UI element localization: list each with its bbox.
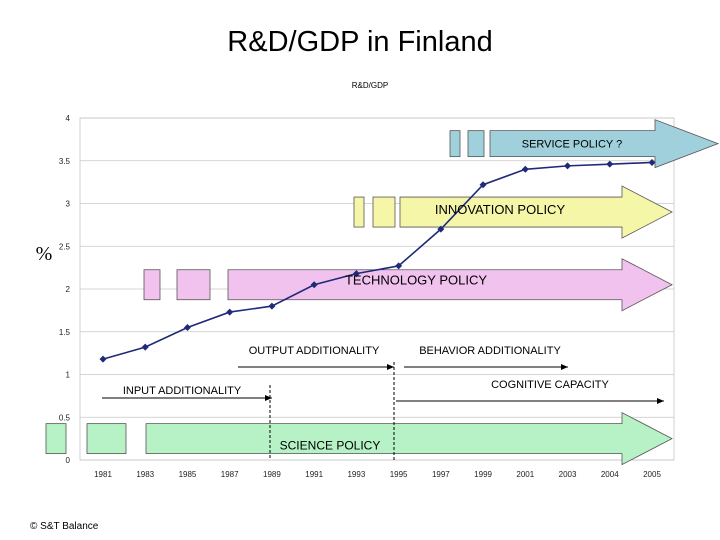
policy-arrow bbox=[227, 258, 673, 312]
data-point bbox=[564, 162, 572, 170]
y-tick-label: 2 bbox=[66, 285, 71, 294]
data-point bbox=[437, 225, 445, 233]
policy-box bbox=[176, 269, 211, 301]
policy-box bbox=[372, 196, 396, 228]
y-tick-label: 0 bbox=[66, 456, 71, 465]
x-tick-label: 1997 bbox=[432, 470, 450, 479]
x-tick-label: 2003 bbox=[559, 470, 577, 479]
annotation-label: OUTPUT ADDITIONALITY bbox=[249, 345, 380, 357]
slide-title: R&D/GDP in Finland bbox=[227, 26, 493, 58]
series-line bbox=[102, 161, 653, 360]
data-point bbox=[648, 158, 656, 166]
policy-box bbox=[449, 130, 461, 158]
y-tick-label: 2.5 bbox=[59, 242, 71, 251]
y-tick-label: 3.5 bbox=[59, 157, 71, 166]
policy-box bbox=[86, 423, 127, 455]
data-point bbox=[226, 308, 234, 316]
x-tick-label: 1983 bbox=[136, 470, 154, 479]
data-point bbox=[99, 355, 107, 363]
data-point bbox=[395, 262, 403, 270]
x-tick-label: 1981 bbox=[94, 470, 112, 479]
policy-box bbox=[143, 269, 161, 301]
x-tick-label: 1993 bbox=[347, 470, 365, 479]
x-tick-label: 1985 bbox=[179, 470, 197, 479]
data-point bbox=[268, 302, 276, 310]
data-point bbox=[310, 281, 318, 289]
data-point bbox=[606, 160, 614, 168]
policy-arrow bbox=[145, 411, 673, 466]
y-tick-label: 4 bbox=[66, 114, 71, 123]
data-point bbox=[479, 181, 487, 189]
data-point bbox=[141, 343, 149, 351]
policy-arrow-label: INNOVATION POLICY bbox=[435, 202, 566, 217]
x-tick-label: 2001 bbox=[516, 470, 534, 479]
y-tick-label: 1.5 bbox=[59, 328, 71, 337]
policy-arrow bbox=[399, 185, 673, 239]
policy-arrow bbox=[489, 119, 720, 169]
policy-box bbox=[353, 196, 365, 228]
policy-box bbox=[467, 130, 485, 158]
annotation-label: INPUT ADDITIONALITY bbox=[123, 385, 242, 397]
x-tick-label: 2005 bbox=[643, 470, 661, 479]
annotation-label: COGNITIVE CAPACITY bbox=[491, 379, 609, 391]
x-tick-label: 1999 bbox=[474, 470, 492, 479]
x-tick-label: 1995 bbox=[390, 470, 408, 479]
x-tick-label: 1991 bbox=[305, 470, 323, 479]
policy-arrow-label: SCIENCE POLICY bbox=[280, 439, 381, 453]
data-point bbox=[183, 323, 191, 331]
copyright-footer: © S&T Balance bbox=[30, 521, 99, 532]
x-tick-label: 1987 bbox=[221, 470, 239, 479]
annotation-label: BEHAVIOR ADDITIONALITY bbox=[419, 345, 561, 357]
data-point bbox=[352, 270, 360, 278]
y-tick-label: 1 bbox=[66, 371, 71, 380]
policy-arrow-label: TECHNOLOGY POLICY bbox=[345, 273, 487, 288]
policy-arrow-label: SERVICE POLICY ? bbox=[522, 139, 622, 151]
y-axis-label: % bbox=[36, 243, 53, 265]
policy-box bbox=[45, 423, 67, 455]
x-tick-label: 2004 bbox=[601, 470, 619, 479]
y-tick-label: 3 bbox=[66, 200, 71, 209]
data-point bbox=[521, 165, 529, 173]
chart-title: R&D/GDP bbox=[352, 81, 388, 90]
y-tick-label: 0.5 bbox=[59, 413, 71, 422]
x-tick-label: 1989 bbox=[263, 470, 281, 479]
